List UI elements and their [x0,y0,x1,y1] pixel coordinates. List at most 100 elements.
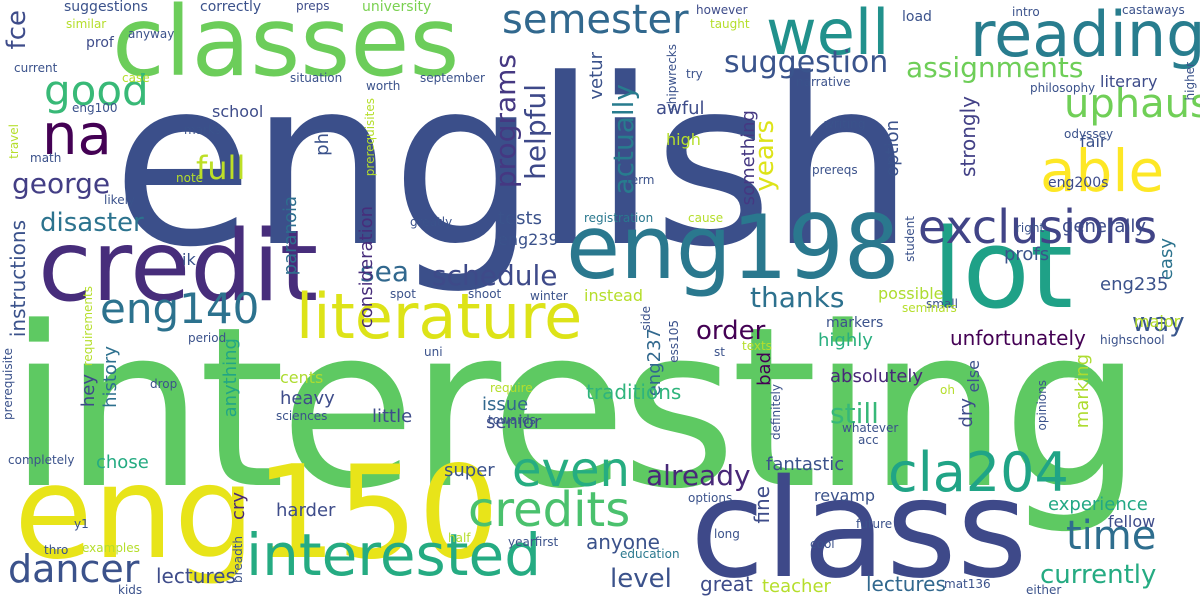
word-fce: sea [360,255,409,288]
word-breadth: breadth [231,536,245,583]
word-greatly: greatly [410,215,453,229]
word-mat136: mat136 [944,577,991,591]
word-note: note [176,171,204,185]
word-higher: higher [1183,62,1197,101]
word-little: little [372,406,413,427]
word-winter: winter [530,289,568,303]
word-side: side [639,306,653,331]
word-exclusions: exclusions [918,200,1158,254]
word-eng239: eng239 [498,230,559,249]
word-term: term [626,173,655,187]
word-towards: towards [488,413,536,427]
word-cla204: cla204 [888,441,1069,504]
word-unfortunately: unfortunately [950,326,1086,350]
word-seminars: seminars [902,301,957,315]
word-highly: absolutely [830,366,924,387]
word-fantastic: chose [96,452,149,473]
word-suggestion: suggestion [724,45,889,80]
word-spot: spot [390,287,416,301]
word-shipwrecks: shipwrecks [665,44,679,111]
word-oh: oh [940,383,955,397]
word-student: student [903,216,917,262]
word-fair: fair [1080,132,1107,151]
word-right: right [1016,221,1045,235]
word-texts: texts [742,339,772,353]
word-prerequisite: prerequisite [1,348,15,420]
word-anything: anything [220,338,241,418]
word-situation: situation [290,71,343,85]
word-similar: similar [66,17,107,31]
word-highschool: highschool [1100,333,1165,347]
word-lectures: lectures [866,572,946,596]
word-uni: uni [424,345,443,359]
word-cool: cool [810,537,835,551]
word-period: period [188,331,227,345]
word-eng235: eng235 [1100,274,1169,295]
word-george: george [12,167,111,200]
word-examples: examples [82,541,140,555]
word-possible: possible [878,284,944,303]
word-phl: phl [312,128,333,156]
word-require: require [490,381,533,395]
word-current: current [14,61,58,75]
word-lot: lot [932,205,1073,333]
word-kids: kids [118,583,143,597]
word-teacher: teacher [762,576,831,597]
word-castaways: castaways [1122,3,1185,17]
word-interesting: interesting [8,280,1143,538]
word-definitely: definitely [769,384,783,441]
word-correctly: correctly [200,0,262,15]
word-taught: taught [710,17,750,31]
word-instead: instead [584,286,643,305]
word-st: st [714,345,725,359]
word-try: try [686,67,703,81]
word-sea: fce [2,10,32,50]
word-completely: completely [8,453,75,467]
word-harder: harder [276,500,336,521]
word-odyssey: odyssey [1064,127,1114,141]
word-y1: y1 [74,517,89,531]
word-requirements: requirements [81,286,95,367]
word-cause: cause [688,211,724,225]
word-assignments: assignments [906,51,1084,84]
word-paranoia: paranoia [280,196,301,276]
word-eng198: eng198 [566,196,900,299]
word-literature: literature [296,280,583,353]
word-else: else [964,360,983,393]
word-literary: literary [1100,72,1158,91]
word-september: september [420,71,485,85]
word-helpful: helpful [519,84,552,180]
word-philosophy: philosophy [1030,81,1096,95]
word-full: full [196,149,246,187]
word-small: small [926,297,958,311]
word-still: still [830,397,879,430]
word-experience: experience [1048,494,1148,515]
word-markers: markers [826,315,884,331]
word-likely: likely [104,193,136,207]
word-revamp: revamp [814,486,876,505]
word-great: anyone [586,530,660,554]
word-drop: drop [150,377,178,391]
word-however: however [696,3,748,17]
word-shoot: shoot [468,287,502,301]
word-cents: cents [280,368,324,387]
word-uphaus: uphaus [1064,81,1200,127]
word-semester: semester [502,0,689,43]
word-worth: worth [366,79,401,93]
word-class: class [690,451,1028,600]
word-dry: dry [956,398,977,428]
word-anyway: anyway [128,27,175,41]
word-history: history [100,346,121,408]
word-english: english [112,31,915,298]
word-well: well [766,0,890,69]
word-registration: registration [584,211,654,225]
word-bad: bad [754,352,775,386]
word-material: highly [818,330,873,351]
word-case: case [122,71,150,85]
word-eng140: eng140 [100,284,260,333]
word-fine: fine [750,486,774,524]
word-vetur: vetur [586,52,607,100]
word-narrative: narrative [796,75,851,89]
word-eng150: eng150 [14,439,500,588]
